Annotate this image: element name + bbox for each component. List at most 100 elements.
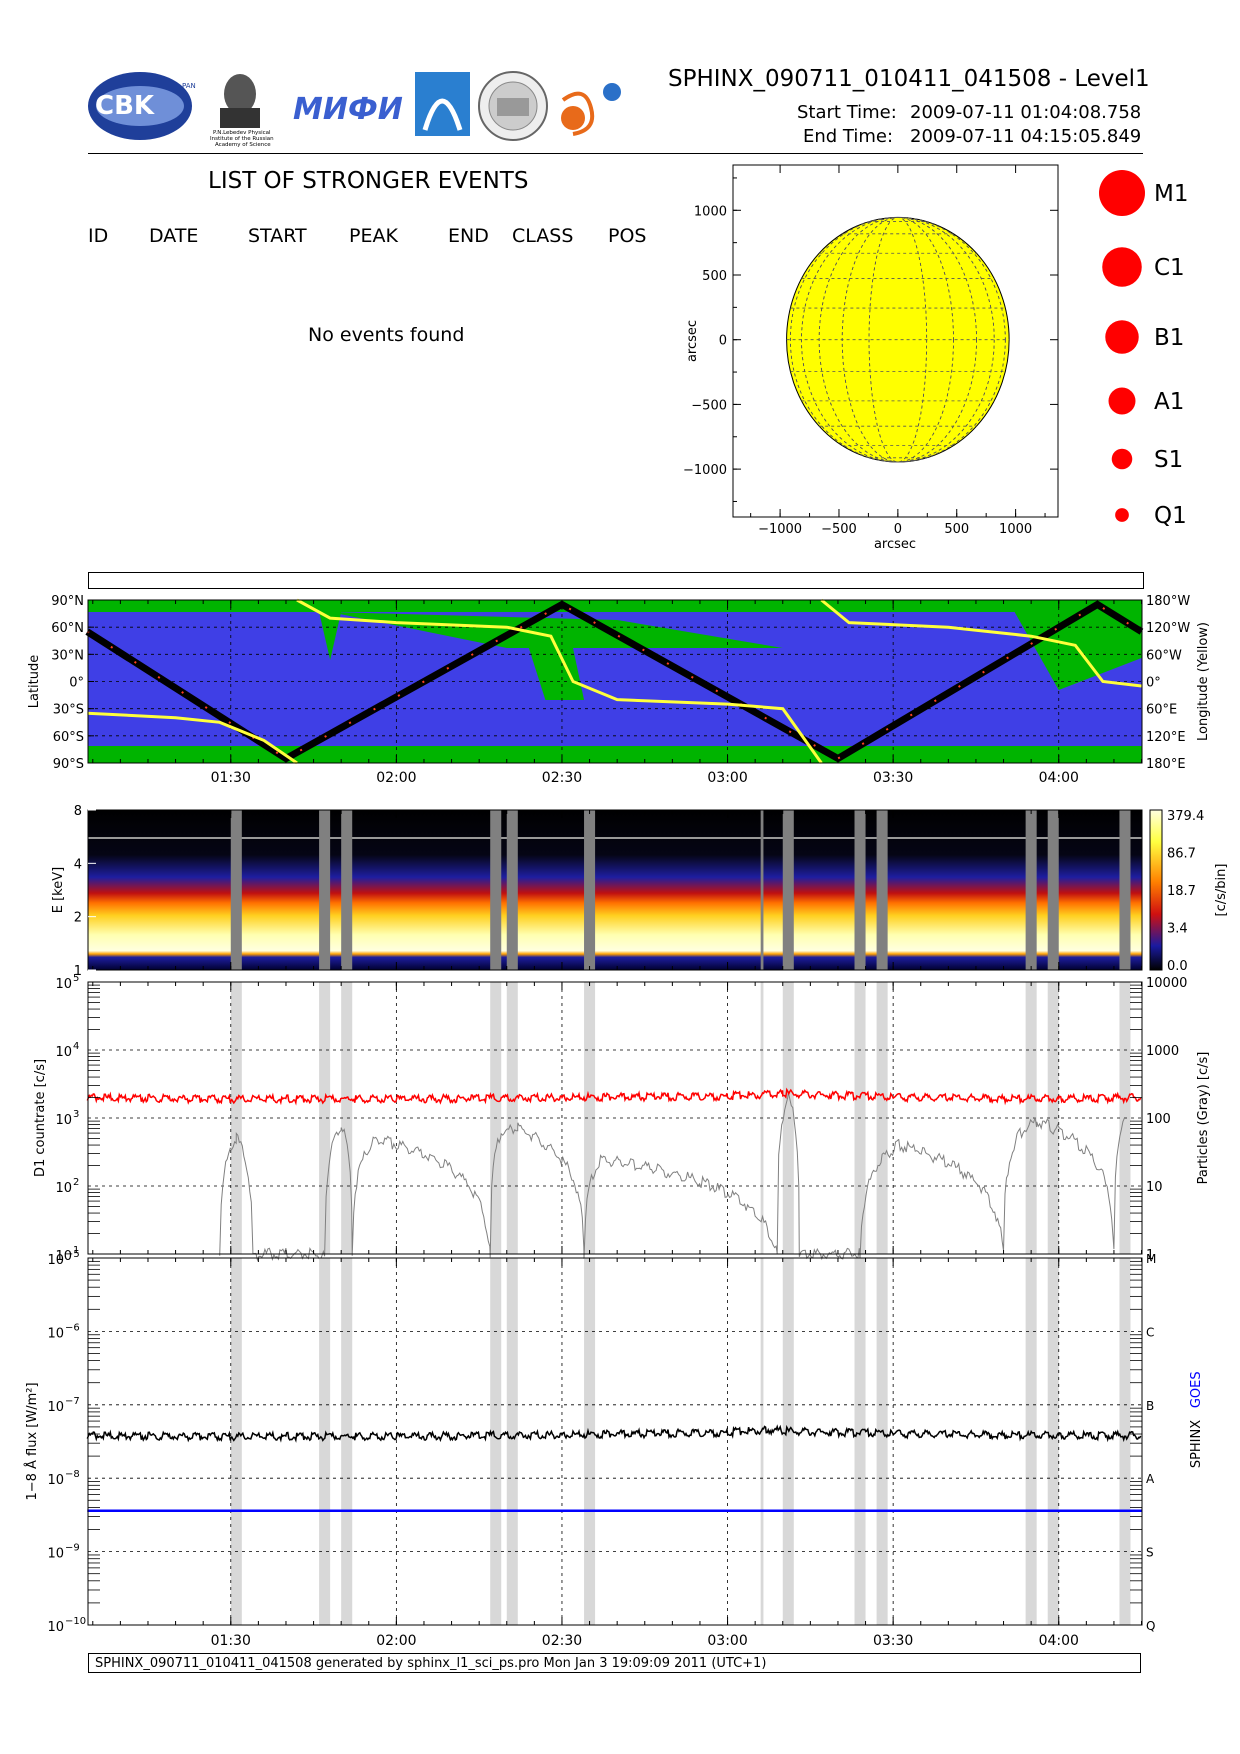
orbit-lat-label: 60°N: [51, 621, 84, 636]
time-axis: 01:30 01:30 02:00 02:00 02:30 02:30 03:00 03:00…: [211, 770, 1079, 1649]
class-legend: M1 C1 B1 A1 S1 Q1: [1099, 170, 1188, 529]
sun-xtick-label: −1000: [758, 522, 802, 537]
spectrogram-gap-band: [341, 810, 353, 970]
countrate-ytick-exp: 1: [73, 1245, 79, 1256]
countrate-gap-band: [1047, 982, 1059, 1254]
class-marker-b1: [1105, 320, 1139, 354]
flux-time-label: 01:30: [211, 1633, 251, 1649]
longitude-gridline: [789, 217, 1006, 463]
countrate-ytick-base: 10: [55, 1113, 72, 1128]
flux-gap-band: [1047, 1258, 1059, 1625]
spectrogram-ytick-label: 1: [74, 964, 82, 979]
sun-xtick-label: −500: [821, 522, 857, 537]
orbit-lat-label: 90°N: [51, 594, 84, 609]
sun-disk-group: [786, 216, 1010, 463]
countrate-gap-band: [1025, 982, 1037, 1254]
countrate-ytick-base: 10: [55, 1249, 72, 1264]
flux-gap-band: [341, 1258, 353, 1625]
flux-ytick-exp: −10: [65, 1616, 86, 1627]
flux-time-label: 04:00: [1039, 1633, 1079, 1649]
sun-map-chart: −1000 −500 0 500 1000 −1000 −500 0 500 1000 arcse…: [683, 164, 1059, 552]
flux-time-label: 03:30: [873, 1633, 913, 1649]
orbit-lon-label: 180°W: [1146, 594, 1190, 609]
lebedev-logo-line1: P.N.Lebedev Physical: [213, 130, 271, 136]
mifi-logo: МИФИ: [293, 92, 403, 127]
sphinx-legend: SPHINX: [1189, 1420, 1204, 1468]
particles-ylabel: Particles (Gray) [c/s]: [1196, 1052, 1211, 1185]
spectrogram-gap-band: [1047, 810, 1059, 970]
class-label-m1: M1: [1154, 181, 1188, 207]
class-marker-m1: [1099, 170, 1145, 216]
colorbar-tick-label: 3.4: [1167, 922, 1188, 937]
countrate-ytick-base: 10: [55, 1045, 72, 1060]
col-date: DATE: [149, 225, 199, 247]
orbit-ylabel: Latitude: [27, 655, 42, 709]
countrate-ytick-exp: 2: [73, 1177, 79, 1188]
orbit-time-label: 02:00: [376, 770, 416, 786]
orbit-time-label: 04:00: [1039, 770, 1079, 786]
header-divider: [88, 153, 1143, 154]
green-band-3: [528, 648, 585, 700]
flux-class-tick: B: [1146, 1399, 1154, 1413]
col-peak: PEAK: [349, 225, 398, 247]
flux-gap-band: [506, 1258, 518, 1625]
countrate-ytick-base: 10: [55, 977, 72, 992]
spectrogram-frame: [87, 809, 1143, 971]
flux-gap-band: [854, 1258, 866, 1625]
class-marker-q1: [1115, 508, 1129, 522]
lebedev-logo: P.N.Lebedev Physical Institute of the Ru…: [210, 74, 274, 148]
orbit-lon-label: 120°E: [1146, 730, 1186, 745]
flux-gap-band: [782, 1258, 794, 1625]
flux-time-label: 02:00: [376, 1633, 416, 1649]
flux-panel: 10 −10 Q10 −9 S10 −8 A10 −7 B10 −6 C10 −5 M1−8 Å flu…: [24, 1249, 1204, 1635]
flux-gap-band: [876, 1258, 888, 1625]
flux-class-tick: Q: [1146, 1619, 1155, 1633]
flux-ytick-base: 10: [47, 1253, 64, 1268]
countrate-gap-band: [341, 982, 353, 1254]
flux-ytick-exp: −9: [65, 1543, 80, 1554]
spectrogram-gap-band: [760, 810, 764, 970]
sun-ytick-label: 0: [719, 334, 727, 349]
sphinx-flux-line: [86, 1424, 1142, 1443]
goes-legend: GOES: [1189, 1371, 1204, 1408]
lebedev-logo-line3: Academy of Science: [215, 142, 271, 148]
particles-line: [219, 1091, 1125, 1262]
orbit-lat-label: 0°: [69, 676, 84, 691]
countrate-gap-band: [876, 982, 888, 1254]
sun-map-ylabel: arcsec: [685, 320, 700, 362]
sun-map-ticks: −1000 −500 0 500 1000 −1000 −500 0 500 1000: [683, 165, 1058, 537]
north-belt: [88, 600, 1142, 612]
mifi-logo-text: МИФИ: [293, 92, 403, 127]
flux-frame: [87, 1257, 1143, 1626]
spectrogram-gap-band: [584, 810, 596, 970]
orbit-lat-label: 30°N: [51, 648, 84, 663]
orbit-lon-label: 0°: [1146, 676, 1161, 691]
start-time-label: Start Time:: [797, 102, 897, 123]
orbit-lat-label: 60°S: [53, 730, 84, 745]
spectrogram-gap-band: [230, 810, 242, 970]
flux-ytick-exp: −6: [65, 1322, 80, 1333]
flux-time-label: 03:00: [707, 1633, 747, 1649]
sun-map-xlabel: arcsec: [874, 537, 916, 552]
particles-ytick-label: 10000: [1146, 976, 1187, 991]
flux-gap-band: [584, 1258, 596, 1625]
spectrogram-gap-band: [1119, 810, 1131, 970]
green-band-2: [330, 612, 783, 648]
orbit-lon-label: 60°E: [1146, 703, 1177, 718]
class-marker-s1: [1111, 448, 1133, 470]
class-label-s1: S1: [1154, 447, 1183, 473]
colorbar: [1149, 809, 1163, 971]
cbk-logo-text: CBK: [95, 91, 155, 121]
flux-ytick-base: 10: [47, 1620, 64, 1635]
countrate-ytick-base: 10: [55, 1181, 72, 1196]
time-series-panels: 90°N 180°W 60°N 120°W 30°N 60°W 0° 0° 30°S 60°E 60…: [24, 594, 1229, 1649]
spectrogram-gap-band: [490, 810, 502, 970]
report-title: SPHINX_090711_010411_041508 - Level1: [668, 66, 1150, 92]
footer-caption: SPHINX_090711_010411_041508 generated by…: [88, 1653, 1141, 1673]
orbit-lon-label: 60°W: [1146, 648, 1182, 663]
col-start: START: [248, 225, 307, 247]
class-label-q1: Q1: [1154, 503, 1187, 529]
sun-ytick-label: 1000: [694, 204, 727, 219]
spectrogram-ytick-label: 4: [74, 857, 82, 872]
no-events-message: No events found: [308, 324, 465, 346]
